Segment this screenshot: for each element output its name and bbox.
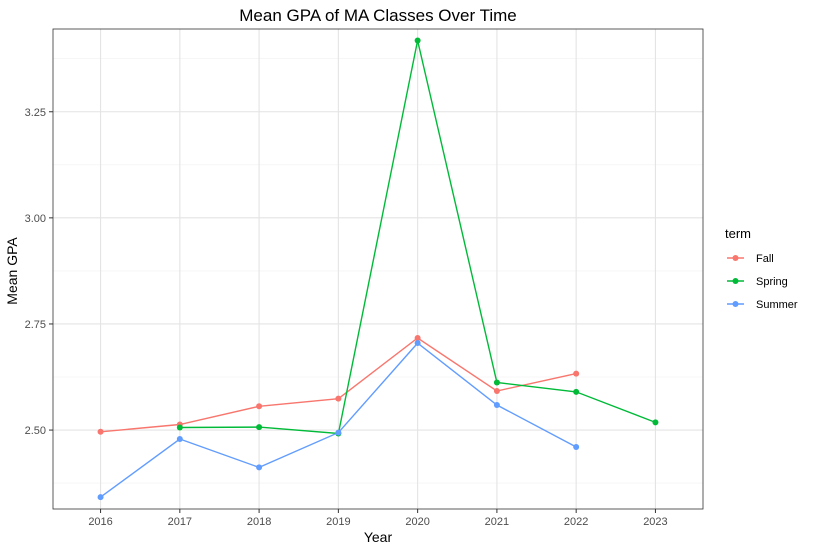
legend: term Fall Spring Summer (725, 226, 798, 311)
legend-item-fall: Fall (727, 253, 774, 265)
y-axis-title: Mean GPA (4, 237, 20, 305)
data-point-spring (573, 388, 580, 395)
x-tick-label: 2018 (247, 516, 271, 528)
plot-panel-border (52, 28, 704, 510)
x-tick-label: 2020 (405, 516, 429, 528)
data-point-spring (176, 424, 183, 431)
data-point-spring (493, 379, 500, 386)
x-tick-label: 2023 (643, 516, 667, 528)
legend-label-spring: Spring (756, 276, 788, 288)
y-tick-label: 3.25 (25, 107, 46, 119)
data-point-summer (493, 402, 500, 409)
data-point-spring (652, 419, 659, 426)
data-point-fall (335, 395, 342, 402)
series-spring (176, 37, 659, 437)
data-point-fall (97, 428, 104, 435)
y-tick-label: 3.00 (25, 213, 46, 225)
series-fall (97, 334, 580, 435)
y-tick-label: 2.50 (25, 425, 46, 437)
data-point-fall (493, 388, 500, 395)
series-layer (97, 37, 659, 501)
x-axis-title: Year (364, 529, 393, 545)
x-tick-label: 2016 (88, 516, 112, 528)
legend-item-summer: Summer (727, 299, 798, 311)
y-tick-label: 2.75 (25, 319, 46, 331)
data-point-spring (256, 424, 263, 431)
axis-ticks: 2016 2017 2018 2019 2020 2021 2022 2023 2.50 2.75… (25, 107, 668, 528)
chart-title: Mean GPA of MA Classes Over Time (239, 6, 516, 25)
x-tick-label: 2017 (168, 516, 192, 528)
data-point-summer (414, 340, 421, 347)
grid-lines (53, 29, 703, 509)
x-tick-label: 2022 (564, 516, 588, 528)
legend-item-spring: Spring (727, 276, 788, 288)
data-point-fall (414, 334, 421, 341)
data-point-summer (97, 494, 104, 501)
x-tick-label: 2019 (326, 516, 350, 528)
data-point-summer (176, 435, 183, 442)
data-point-spring (414, 37, 421, 44)
legend-key-point (732, 278, 739, 284)
legend-key-point (732, 301, 739, 307)
x-tick-label: 2021 (485, 516, 509, 528)
data-point-fall (573, 370, 580, 377)
legend-key-point (732, 255, 739, 261)
data-point-summer (573, 444, 580, 451)
data-point-fall (256, 403, 263, 410)
data-point-summer (335, 429, 342, 436)
legend-label-summer: Summer (756, 299, 798, 311)
data-point-summer (256, 464, 263, 471)
series-summer (97, 340, 580, 501)
legend-label-fall: Fall (756, 253, 774, 265)
legend-title: term (725, 226, 751, 241)
